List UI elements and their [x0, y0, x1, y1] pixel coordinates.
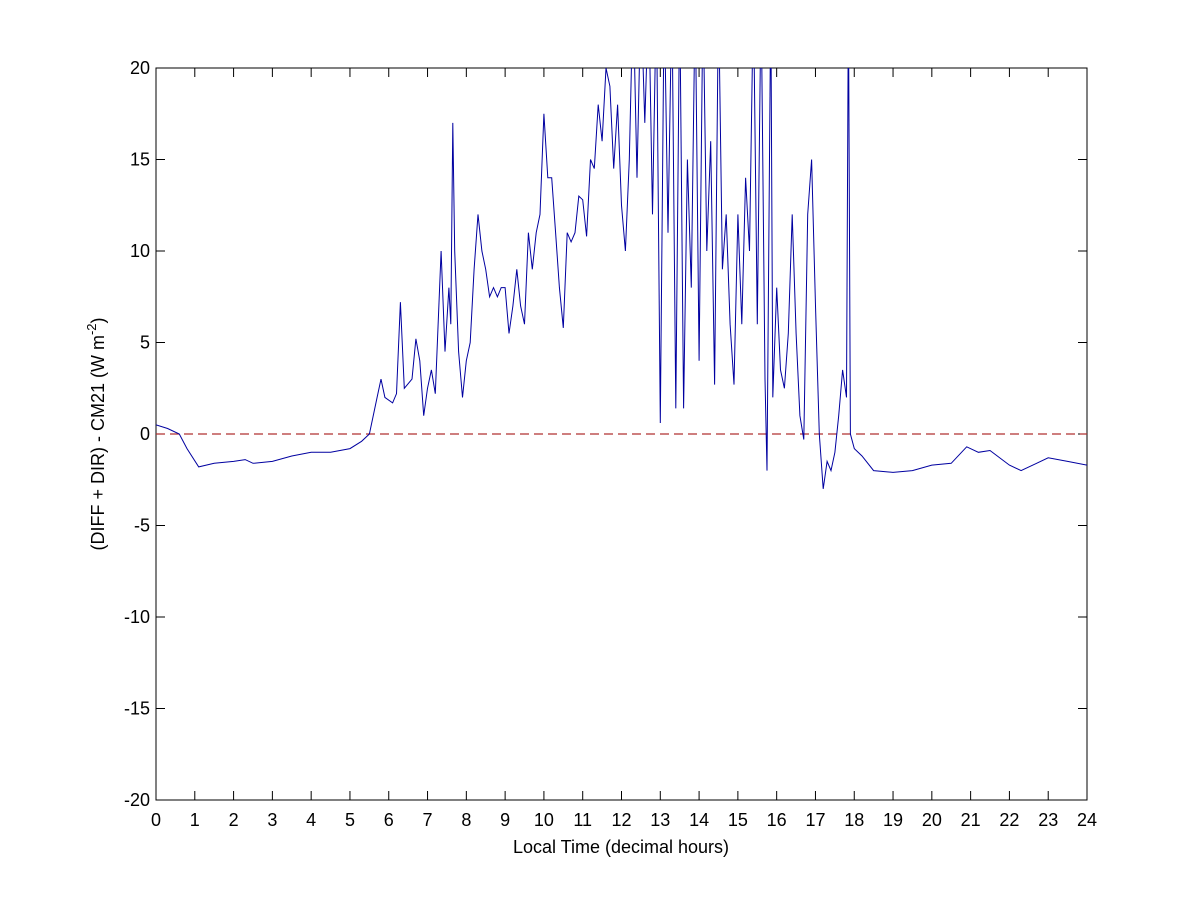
x-tick-label: 9 [500, 810, 510, 830]
x-tick-label: 0 [151, 810, 161, 830]
x-tick-label: 24 [1077, 810, 1097, 830]
x-tick-label: 11 [573, 810, 592, 830]
y-tick-label: -5 [134, 516, 150, 536]
x-tick-label: 6 [384, 810, 394, 830]
x-tick-label: 5 [345, 810, 355, 830]
x-tick-label: 16 [767, 810, 787, 830]
x-tick-label: 13 [650, 810, 670, 830]
y-tick-label: 10 [130, 241, 150, 261]
x-tick-label: 23 [1038, 810, 1058, 830]
x-tick-label: 18 [844, 810, 864, 830]
x-tick-label: 21 [961, 810, 981, 830]
x-tick-label: 2 [229, 810, 239, 830]
y-tick-label: -15 [124, 699, 150, 719]
x-tick-label: 20 [922, 810, 942, 830]
x-tick-label: 3 [267, 810, 277, 830]
x-tick-label: 4 [306, 810, 316, 830]
y-tick-label: -10 [124, 607, 150, 627]
x-tick-label: 7 [423, 810, 433, 830]
x-tick-label: 15 [728, 810, 748, 830]
y-tick-label: 15 [130, 150, 150, 170]
y-tick-label: 0 [140, 424, 150, 444]
x-tick-label: 12 [611, 810, 631, 830]
y-tick-label: -20 [124, 790, 150, 810]
x-tick-label: 14 [689, 810, 709, 830]
x-tick-label: 10 [534, 810, 554, 830]
y-label-end: ) [88, 317, 108, 323]
y-label-sup: -2 [84, 323, 99, 335]
x-tick-label: 17 [805, 810, 825, 830]
x-tick-label: 8 [461, 810, 471, 830]
y-axis-label: (DIFF + DIR) - CM21 (W m-2) [84, 317, 108, 550]
x-tick-label: 22 [999, 810, 1019, 830]
data-line [156, 68, 1087, 489]
y-tick-label: 20 [130, 58, 150, 78]
x-tick-label: 1 [190, 810, 200, 830]
y-tick-label: 5 [140, 333, 150, 353]
x-tick-label: 19 [883, 810, 903, 830]
y-label-main: (DIFF + DIR) - CM21 (W m [88, 335, 108, 550]
x-axis-label: Local Time (decimal hours) [513, 837, 729, 857]
